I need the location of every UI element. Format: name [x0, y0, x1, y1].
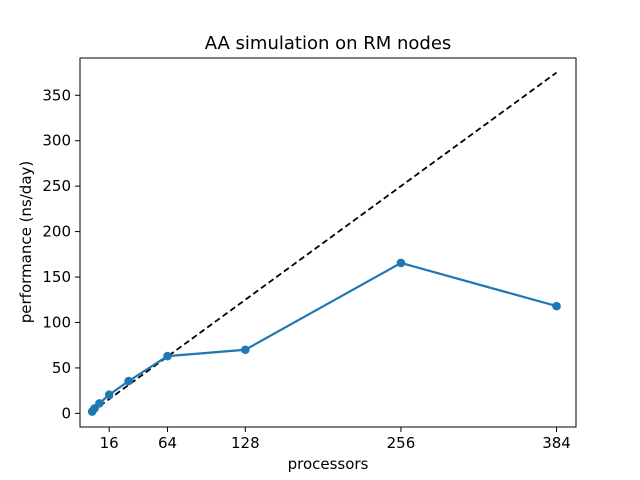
- x-tick-label: 64: [158, 434, 177, 452]
- x-axis: 16 64 128 256 384: [100, 427, 571, 452]
- y-axis: 0 50 100 150 200 250 300 350: [42, 86, 80, 422]
- plot-frame: [79, 57, 577, 428]
- x-tick-label: 384: [542, 434, 571, 452]
- x-tick-label: 128: [231, 434, 260, 452]
- y-tick-label: 0: [61, 404, 71, 422]
- chart-title: AA simulation on RM nodes: [205, 33, 452, 54]
- y-tick-label: 150: [42, 268, 71, 286]
- performance-point: [104, 390, 114, 400]
- x-tick-label: 256: [387, 434, 416, 452]
- performance-point: [396, 258, 406, 268]
- y-tick-label: 50: [52, 359, 71, 377]
- y-tick-label: 100: [42, 313, 71, 331]
- y-tick-label: 250: [42, 177, 71, 195]
- y-axis-label: performance (ns/day): [17, 161, 35, 324]
- y-tick-label: 200: [42, 223, 71, 241]
- performance-point: [124, 376, 133, 386]
- performance-point: [95, 399, 104, 408]
- performance-point: [241, 345, 250, 355]
- y-tick-label: 300: [42, 132, 71, 150]
- y-tick-label: 350: [42, 86, 71, 104]
- x-axis-label: processors: [288, 455, 369, 473]
- x-tick-label: 16: [100, 434, 119, 452]
- performance-point: [163, 351, 172, 361]
- performance-point: [552, 301, 561, 311]
- plot-area: [87, 71, 561, 416]
